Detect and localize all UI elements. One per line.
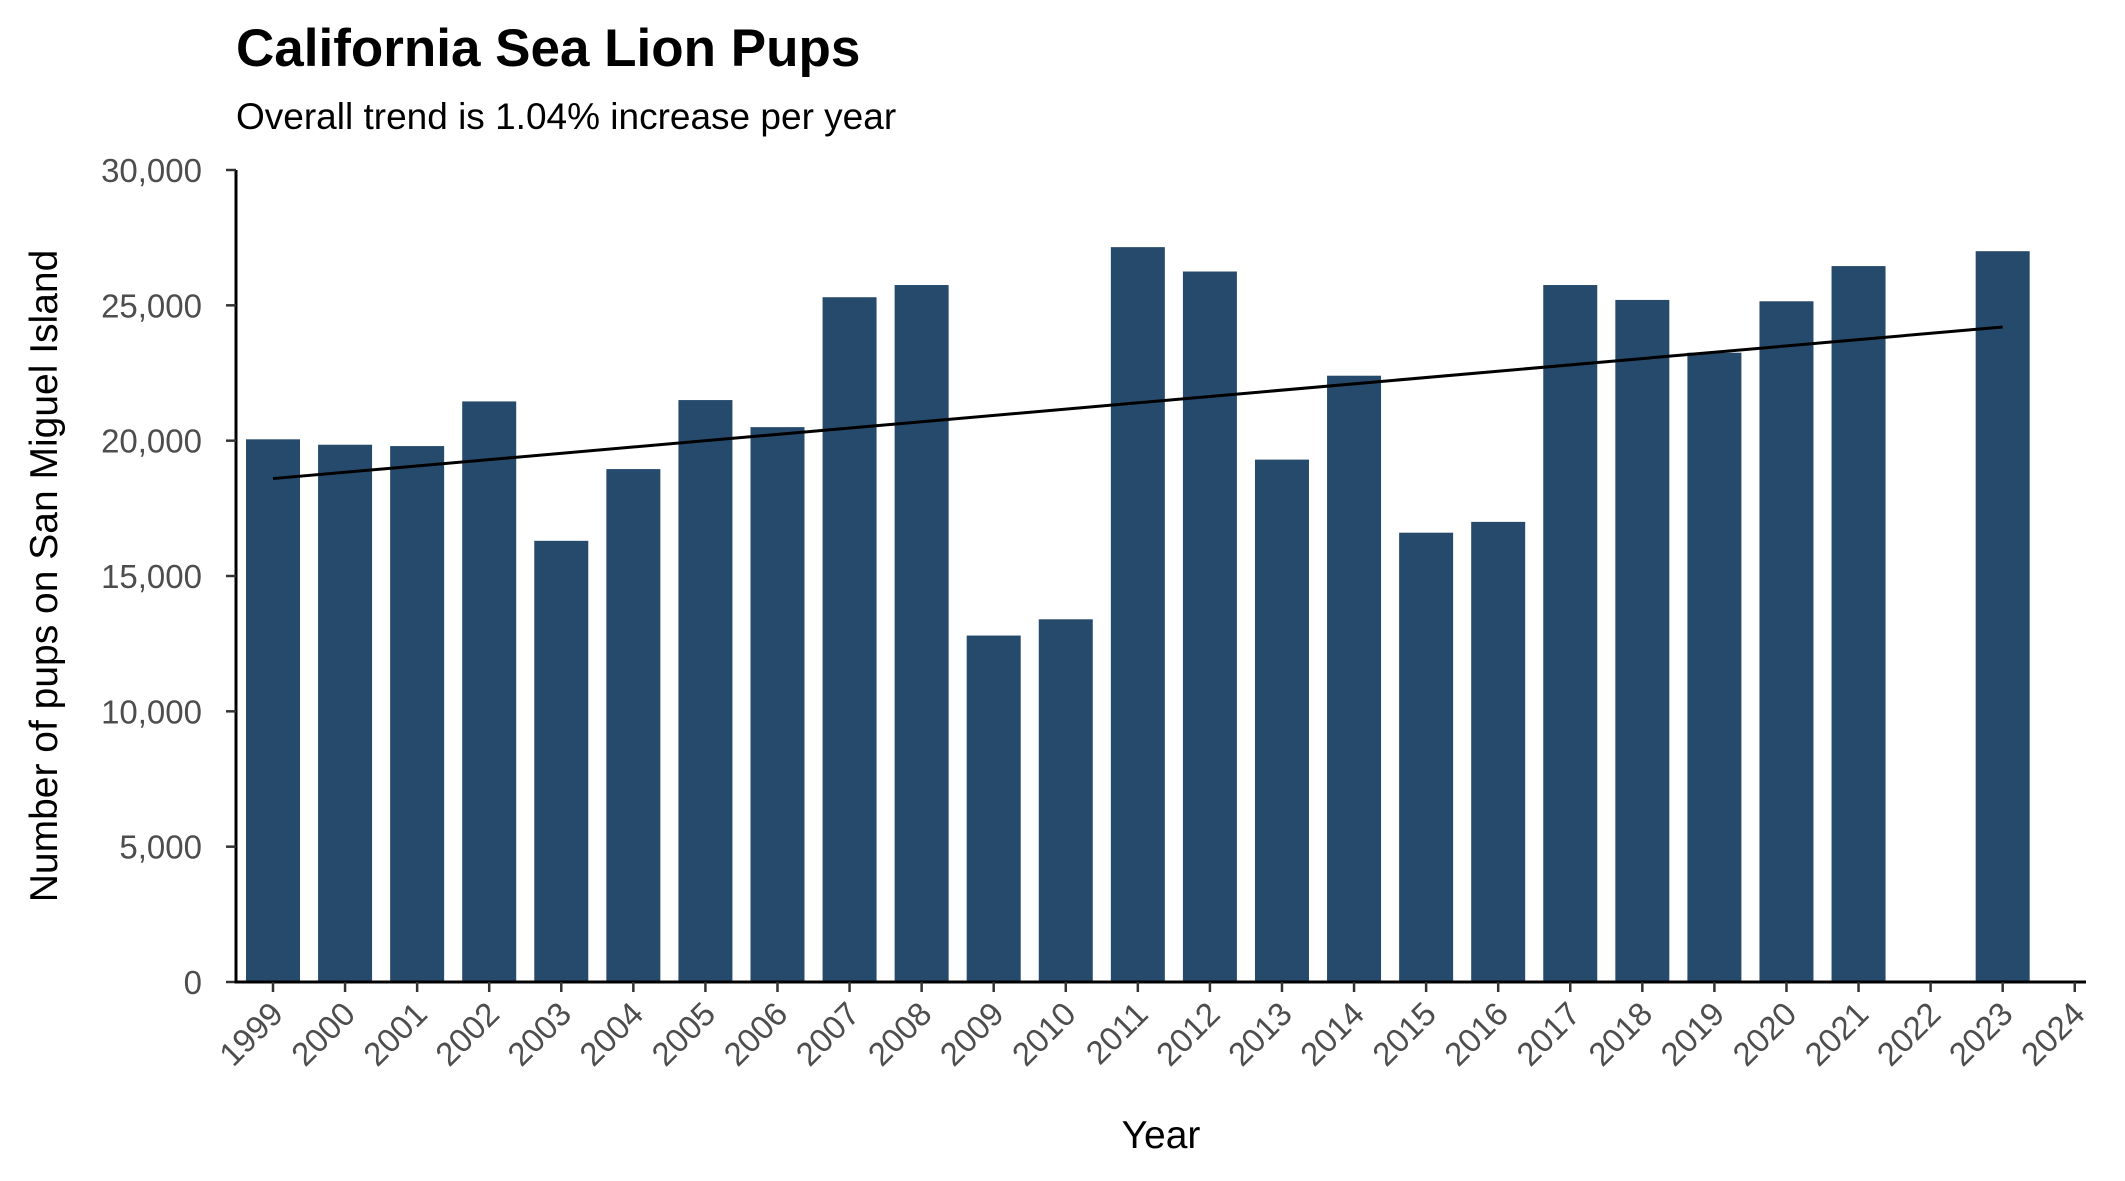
x-tick-label: 2014 [1293,995,1371,1073]
x-tick-label: 2019 [1653,995,1731,1073]
x-tick-label: 2015 [1365,995,1443,1073]
x-tick-label: 1999 [212,995,290,1073]
bar-2021 [1831,266,1886,982]
y-tick-label: 30,000 [101,152,202,189]
bar-2005 [678,400,733,983]
x-axis: 1999200020012002200320042005200620072008… [212,980,2092,1073]
bar-2004 [606,469,661,982]
bar-2013 [1254,459,1309,982]
x-axis-title: Year [1122,1114,1201,1157]
bar-2008 [894,285,949,982]
trend-line [272,325,2003,481]
x-tick-label: 2022 [1869,995,1947,1073]
x-tick-label: 2012 [1149,995,1227,1073]
y-tick-label: 10,000 [101,693,202,730]
bar-2007 [822,297,877,982]
x-tick-label: 2017 [1509,995,1587,1073]
bar-2015 [1399,532,1454,982]
bars-group [246,247,2030,983]
bar-2019 [1687,352,1742,982]
x-tick-label: 2004 [572,995,650,1073]
x-tick-label: 2008 [860,995,938,1073]
bar-2003 [534,540,589,982]
y-axis-title: Number of pups on San Miguel Island [23,250,66,903]
bar-1999 [246,439,300,982]
x-tick-label: 2018 [1581,995,1659,1073]
bar-2010 [1038,619,1093,982]
y-axis: 0 5,000 10,000 15,000 20,000 25,000 30,000 [101,152,238,1001]
x-tick-label: 2006 [716,995,794,1073]
chart-title: California Sea Lion Pups [236,19,861,78]
x-tick-label: 2000 [284,995,362,1073]
x-tick-label: 2002 [428,995,506,1073]
bar-2020 [1759,301,1814,983]
x-tick-label: 2009 [933,995,1011,1073]
y-tick-label: 5,000 [119,829,202,866]
y-tick-label: 15,000 [101,558,202,595]
bar-2018 [1615,299,1670,982]
bar-2002 [462,401,517,982]
y-tick-label: 0 [184,964,202,1001]
x-tick-label: 2016 [1437,995,1515,1073]
bar-2012 [1182,271,1237,982]
x-tick-label: 2007 [788,995,866,1073]
bar-2009 [966,635,1021,982]
bar-2014 [1327,375,1382,982]
bar-2023 [1975,251,2030,982]
x-tick-label: 2010 [1005,995,1083,1073]
x-tick-label: 2021 [1797,995,1875,1073]
x-tick-label: 2001 [356,995,434,1073]
y-tick-label: 25,000 [101,287,202,324]
bar-2000 [318,444,373,982]
x-tick-label: 2013 [1221,995,1299,1073]
bar-2001 [390,446,445,983]
trend-group [272,325,2003,481]
bar-2006 [750,427,805,983]
y-tick-label: 20,000 [101,423,202,460]
x-tick-label: 2005 [644,995,722,1073]
bar-2011 [1110,247,1165,982]
chart-subtitle: Overall trend is 1.04% increase per year [236,96,897,137]
x-tick-label: 2003 [500,995,578,1073]
bar-2017 [1543,285,1598,982]
bar-2016 [1471,521,1526,982]
x-tick-label: 2011 [1078,995,1154,1071]
x-tick-label: 2024 [2014,995,2092,1073]
x-tick-label: 2020 [1725,995,1803,1073]
x-tick-label: 2023 [1942,995,2020,1073]
